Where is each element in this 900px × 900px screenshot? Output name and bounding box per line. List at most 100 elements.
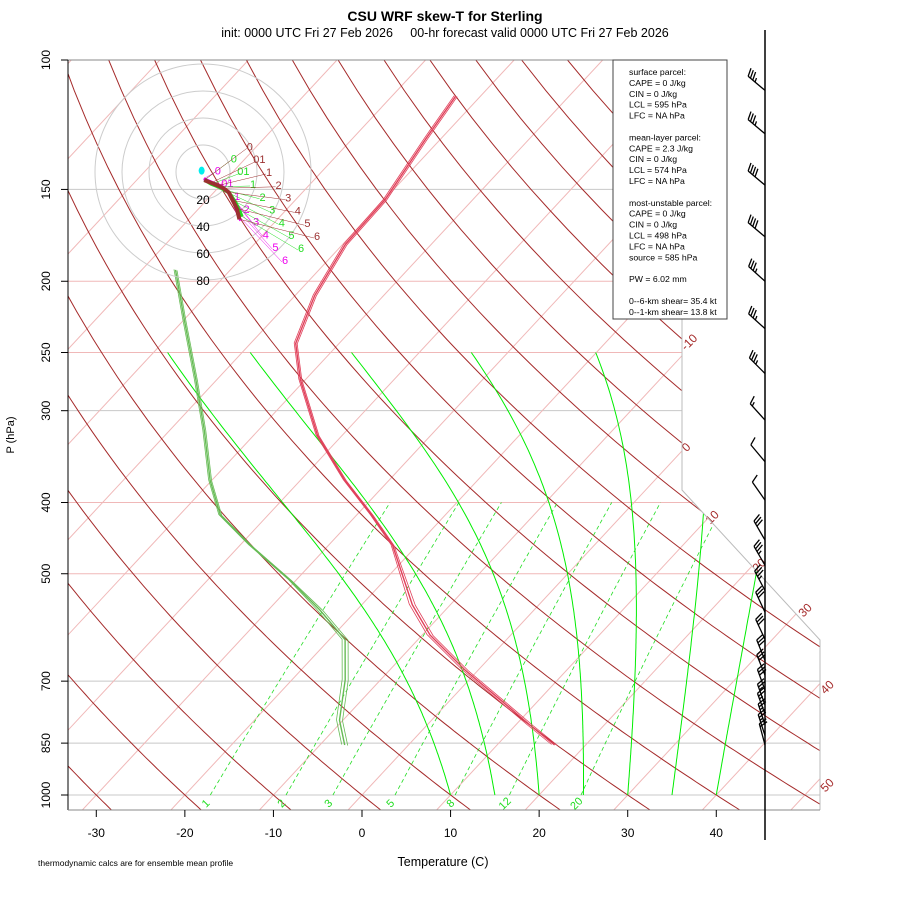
wind-barb-feather (754, 541, 762, 550)
mixing-ratio-line (454, 502, 613, 796)
hodograph-label-leader (236, 208, 305, 226)
hodograph-ring-label: 80 (196, 274, 210, 288)
wind-barb-feather (751, 474, 758, 483)
dry-adiabat-line (245, 60, 820, 810)
wind-barb-feather (757, 569, 764, 577)
wind-barb-feather (757, 687, 765, 694)
info-box-line: mean-layer parcel: (629, 132, 701, 142)
isotherm-line (68, 60, 161, 810)
temperature-line (296, 96, 558, 746)
info-box-line: CIN = 0 J/kg (629, 220, 677, 230)
wind-barb-feather (747, 68, 752, 77)
wind-barb-feather (757, 663, 765, 670)
wind-barb-feather (747, 162, 752, 172)
dewpoint-line (173, 269, 343, 745)
hodograph-ring-label: 60 (196, 247, 210, 261)
wind-barb-feather (754, 168, 759, 178)
isotherm-line (68, 60, 604, 810)
wind-barb-feather (750, 260, 755, 269)
wind-barb (748, 349, 766, 374)
x-tick-label: 30 (621, 826, 635, 840)
wind-barb-feather (758, 718, 767, 725)
hodograph-height-label: 5 (272, 242, 278, 254)
isotherm-line (68, 60, 249, 810)
isotherm-line (68, 60, 692, 810)
hodograph-label-leader (237, 215, 283, 263)
wind-barb-staff (747, 170, 766, 186)
hodograph-label-leader (211, 172, 241, 185)
wind-barb-staff (753, 545, 766, 566)
hodograph-height-label: 0 (215, 165, 221, 177)
info-box-line: CAPE = 0 J/kg (629, 78, 686, 88)
mixing-ratio-line (509, 502, 661, 796)
x-tick-label: 0 (359, 826, 366, 840)
y-tick-label: 200 (39, 271, 53, 291)
wind-barb (757, 698, 767, 726)
wind-barb-feather (758, 680, 766, 688)
dry-adiabat-line (68, 60, 562, 810)
info-box-line: LFC = NA hPa (629, 176, 685, 186)
wind-barb (747, 111, 766, 135)
wind-barb-feather (747, 111, 752, 120)
y-tick-label: 1000 (39, 781, 53, 808)
chart-subtitle: init: 0000 UTC Fri 27 Feb 2026 00-hr for… (221, 26, 668, 40)
hodograph-label-leader (210, 160, 257, 184)
wind-barb (750, 437, 766, 463)
isotherm-line (612, 60, 820, 810)
wind-barb-staff (747, 222, 766, 238)
isotherm-line (701, 60, 820, 810)
wind-barb (748, 258, 766, 282)
hodograph-label-leader (235, 201, 279, 225)
hodograph-label-leader (204, 148, 247, 181)
hodograph-height-label: 4 (295, 205, 301, 217)
chart-title: CSU WRF skew-T for Sterling (347, 8, 542, 24)
hodograph-label-leader (232, 200, 295, 213)
wind-barb (747, 214, 766, 238)
wind-barbs (747, 30, 768, 840)
temperature-line (294, 95, 556, 746)
wind-barb-staff (756, 669, 766, 691)
moist-adiabat-line (470, 352, 584, 795)
dewpoint-line (176, 270, 349, 746)
wind-barb-feather (749, 69, 754, 79)
info-box-line: CAPE = 0 J/kg (629, 209, 686, 219)
info-box-line: source = 585 hPa (629, 252, 698, 262)
wind-barb-feather (758, 690, 766, 697)
wind-barb (748, 305, 766, 330)
hodograph-height-label: 3 (269, 205, 275, 217)
dry-adiabat-line (200, 60, 820, 810)
hodograph-height-label: 5 (288, 230, 294, 242)
y-tick-label: 300 (39, 400, 53, 420)
wind-barb-half-feather (751, 401, 755, 407)
dewpoint-line (174, 269, 346, 746)
hodograph-label-leader (223, 186, 276, 189)
hodograph: 20406080001123456001123456001123456 (94, 63, 320, 288)
wind-barb-feather (757, 618, 765, 626)
y-tick-label: 100 (39, 50, 53, 70)
wind-barb-feather (758, 639, 766, 647)
wind-barb-half-feather (754, 268, 758, 273)
hodograph-ring (94, 63, 312, 281)
isotherm-label: 10 (702, 507, 722, 527)
x-tick-label: 40 (710, 826, 724, 840)
mixing-ratio-line (580, 502, 725, 796)
dry-adiabat-line (68, 60, 203, 810)
moist-adiabat-line (167, 352, 452, 796)
wind-barb (755, 585, 766, 613)
dry-adiabat-line (68, 60, 652, 810)
mixing-ratio-line (332, 502, 502, 796)
wind-barb (749, 395, 766, 421)
wind-barb-feather (757, 678, 765, 685)
info-box-line: LCL = 595 hPa (629, 100, 687, 110)
storm-motion-marker (198, 166, 205, 175)
info-box-line: CAPE = 2.3 J/kg (629, 143, 693, 153)
moist-adiabat-line (351, 352, 540, 796)
hodograph-height-label: 5 (304, 218, 310, 230)
wind-barb-feather (753, 514, 760, 522)
wind-barb (758, 718, 768, 746)
profiles (173, 95, 558, 746)
wind-barb-staff (753, 520, 766, 541)
wind-barb-feather (754, 220, 759, 229)
wind-barb-half-feather (758, 575, 763, 580)
